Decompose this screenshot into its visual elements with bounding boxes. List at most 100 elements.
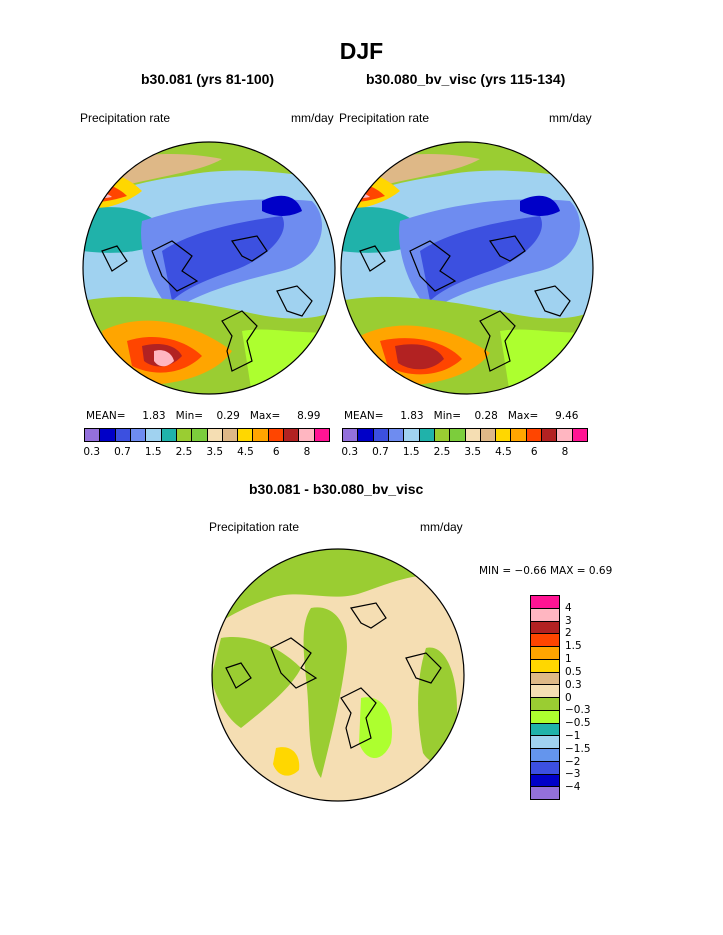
diff-colorbar-swatch xyxy=(531,773,559,787)
diff-colorbar-swatch xyxy=(531,697,559,710)
left-units-label: mm/day xyxy=(291,111,334,125)
diff-colorbar-level-label: −3 xyxy=(565,768,581,781)
right-colorbar-swatch xyxy=(403,429,419,441)
right-colorbar-tick-label: 6 xyxy=(530,446,538,458)
diff-colorbar-level-label: 0.3 xyxy=(565,678,582,691)
left-colorbar-tick-label: 1.5 xyxy=(144,446,162,458)
left-colorbar-swatch xyxy=(283,429,299,441)
left-variable-label: Precipitation rate xyxy=(80,111,171,125)
diff-coastlines xyxy=(225,602,442,749)
diff-colorbar-level-label: 0.5 xyxy=(565,665,582,678)
right-colorbar-swatch xyxy=(495,429,511,441)
right-mean-label: MEAN= xyxy=(344,410,384,422)
diff-map-region-lime-patch xyxy=(359,697,392,758)
right-colorbar-swatch xyxy=(541,429,557,441)
left-colorbar-swatch xyxy=(221,429,238,441)
right-colorbar-tick-label: 4.5 xyxy=(495,446,512,458)
diff-colorbar-swatch xyxy=(531,760,559,774)
left-colorbar-swatch xyxy=(85,429,100,441)
right-colorbar-swatch xyxy=(556,429,572,441)
diff-colorbar-swatch xyxy=(531,620,559,634)
diff-colorbar-swatch xyxy=(531,722,559,736)
diff-stats: MIN = −0.66 MAX = 0.69 xyxy=(479,565,613,577)
diff-colorbar-level-label: −2 xyxy=(565,755,581,768)
left-colorbar-tick-label: 4.5 xyxy=(237,446,254,458)
left-colorbar-swatch xyxy=(145,429,161,441)
diff-colorbar-level-label: −0.3 xyxy=(565,704,591,717)
right-mean-value: 1.83 xyxy=(400,410,424,422)
right-colorbar-tick-label: 8 xyxy=(561,446,569,458)
right-map-region-atlantic-darkred xyxy=(395,344,444,370)
right-colorbar-tick-label: 0.3 xyxy=(341,446,359,458)
left-colorbar-swatch xyxy=(237,429,253,441)
left-mean-label: MEAN= xyxy=(86,410,126,422)
left-colorbar-swatch xyxy=(99,429,115,441)
diff-colorbar-level-label: 3 xyxy=(565,614,572,627)
right-colorbar-swatch xyxy=(357,429,373,441)
diff-colorbar-ticks: 4 3 2 1.5 1 0.5 0.3 0 −0.3 −0.5 −1 −1.5 −2 −3 −4 xyxy=(565,595,625,800)
left-mean-value: 1.83 xyxy=(142,410,166,422)
diff-colorbar-swatch xyxy=(531,658,559,672)
left-colorbar-tick-label: 2.5 xyxy=(175,446,193,458)
diff-colorbar-level-label: 0 xyxy=(565,691,572,704)
right-colorbar-tick-label: 1.5 xyxy=(402,446,420,458)
right-colorbar-swatch xyxy=(510,429,526,441)
right-units-label: mm/day xyxy=(549,111,592,125)
diff-colorbar-level-label: 1.5 xyxy=(565,640,582,653)
left-colorbar-tick-label: 0.3 xyxy=(83,446,101,458)
diff-map-region-north-green xyxy=(212,549,464,628)
diff-map-region-east-green xyxy=(418,647,457,763)
right-colorbar-swatch xyxy=(479,429,496,441)
right-max-label: Max= xyxy=(507,410,539,422)
right-map-border xyxy=(340,141,594,395)
diff-colorbar-level-label: −4 xyxy=(565,781,581,794)
right-variable-label: Precipitation rate xyxy=(339,111,430,125)
diff-colorbar-swatch xyxy=(531,684,559,697)
left-colorbar-swatch xyxy=(298,429,314,441)
diff-variable-label: Precipitation rate xyxy=(209,520,300,534)
right-panel-title: b30.080_bv_visc (yrs 115-134) xyxy=(366,71,566,87)
diff-colorbar-swatch xyxy=(531,735,559,748)
right-stats-line: MEAN= 1.83 Min= 0.28 Max= 9.46 xyxy=(344,410,578,422)
left-coastlines xyxy=(101,235,313,372)
left-map-region-siberia-dark xyxy=(262,195,302,216)
right-colorbar-swatch xyxy=(433,429,450,441)
right-max-value: 9.46 xyxy=(555,410,579,422)
left-colorbar-tick-label: 3.5 xyxy=(206,446,224,458)
left-map-region-atlantic-pink xyxy=(154,350,174,367)
right-colorbar-swatch xyxy=(343,429,358,441)
diff-colorbar-swatch xyxy=(531,709,559,723)
right-colorbar-swatch xyxy=(464,429,480,441)
right-colorbar-swatch xyxy=(525,429,542,441)
left-colorbar-tick-label: 6 xyxy=(272,446,280,458)
right-colorbar-tick-label: 2.5 xyxy=(433,446,451,458)
diff-colorbar-swatch xyxy=(531,607,559,621)
left-colorbar-swatch xyxy=(252,429,268,441)
left-panel-title: b30.081 (yrs 81-100) xyxy=(141,71,275,87)
diff-colorbar-level-label: 1 xyxy=(565,653,572,666)
diff-map-region-center-green xyxy=(303,607,347,778)
diff-colorbar-swatch xyxy=(531,646,559,659)
left-colorbar-swatch xyxy=(129,429,146,441)
left-max-value: 8.99 xyxy=(297,410,321,422)
diff-colorbar-swatch xyxy=(531,748,559,761)
right-colorbar-ticks: 0.3 0.7 1.5 2.5 3.5 4.5 6 8 xyxy=(341,446,588,460)
left-max-label: Max= xyxy=(249,410,281,422)
left-colorbar-ticks: 0.3 0.7 1.5 2.5 3.5 4.5 6 8 xyxy=(83,446,330,460)
right-colorbar-swatch xyxy=(387,429,404,441)
right-coastlines xyxy=(359,235,571,372)
diff-colorbar-level-label: −1 xyxy=(565,729,581,742)
diff-colorbar-level-label: −0.5 xyxy=(565,717,591,730)
diff-colorbar-level-label: −1.5 xyxy=(565,742,591,755)
left-colorbar-swatch xyxy=(114,429,130,441)
diff-colorbar xyxy=(530,595,560,800)
main-title: DJF xyxy=(339,38,384,64)
diff-units-label: mm/day xyxy=(420,520,463,534)
left-map-border xyxy=(82,141,336,395)
left-colorbar-swatch xyxy=(206,429,222,441)
right-colorbar-swatch xyxy=(418,429,434,441)
right-colorbar-tick-label: 3.5 xyxy=(464,446,482,458)
right-min-label: Min= xyxy=(433,410,462,422)
diff-colorbar-swatch xyxy=(531,633,559,646)
left-colorbar xyxy=(84,428,330,442)
